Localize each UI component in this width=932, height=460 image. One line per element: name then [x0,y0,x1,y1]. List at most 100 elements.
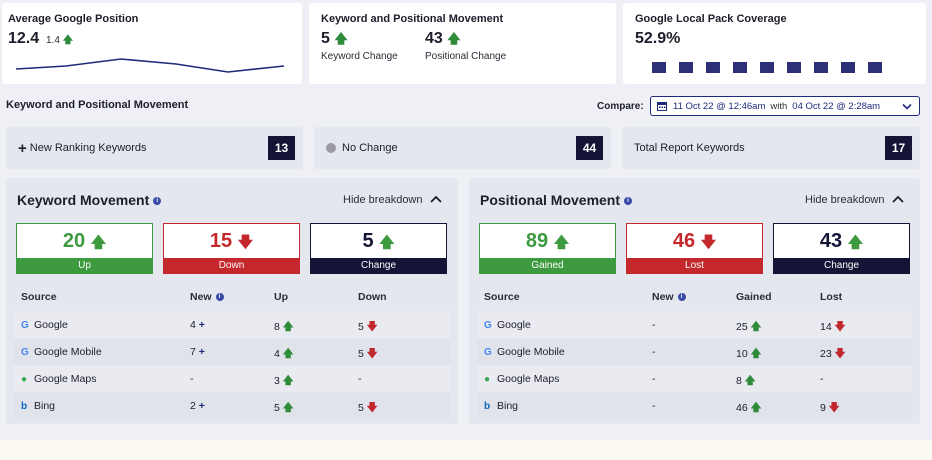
col-new: New i [652,291,686,303]
row-source-label: Bing [497,400,519,412]
coverage-bar [733,62,747,73]
row-source: G Google Mobile [21,346,102,358]
row-lost: - [820,373,824,385]
avg-position-sparkline [16,58,285,73]
keyword-up-value: 20 🡅 [17,230,152,257]
keyword-down-number: 15 [209,230,233,252]
row-down: 5 🡇 [358,319,378,337]
coverage-bar [706,62,720,73]
row-source: G Google Mobile [484,346,565,358]
compare-date-from: 11 Oct 22 @ 12:46am [673,100,766,112]
row-new: - [190,373,194,385]
down-arrow-icon: 🡇 [828,402,840,414]
table-row: G Google Mobile - 10 🡅 23 🡇 [477,338,912,365]
no-change-label: No Change [342,142,398,154]
coverage-bar [760,62,774,73]
row-source-label: Google [34,319,68,331]
row-gained-value: 8 [736,375,742,387]
up-arrow-icon: 🡅 [282,321,294,333]
row-new: - [652,373,656,385]
avg-position-delta: 1.4 🡅 [46,33,73,50]
row-lost-value: 9 [820,402,826,414]
coverage-bar [814,62,828,73]
bing-icon: b [21,401,28,412]
col-new: New i [190,291,224,303]
plus-icon: + [18,139,27,157]
up-arrow-icon: 🡅 [447,31,461,46]
dot-icon [326,143,336,153]
positional-change-number: 43 [425,30,443,47]
chevron-up-icon [429,195,442,203]
row-gained-value: 46 [736,402,748,414]
row-up: 4 🡅 [274,346,294,364]
row-up-value: 3 [274,375,280,387]
positional-movement-title-text: Positional Movement [480,192,621,208]
keyword-change-value: 5 🡅 [321,30,348,52]
chevron-up-icon [891,195,904,203]
positional-lost-label: Lost [627,258,762,273]
down-arrow-icon: 🡇 [834,348,846,360]
local-pack-value: 52.9% [635,30,681,47]
section-title: Keyword and Positional Movement [6,99,189,111]
coverage-bar [652,62,666,73]
positional-lost-number: 46 [672,230,696,252]
down-arrow-icon: 🡇 [237,234,254,251]
up-arrow-icon: 🡅 [750,348,762,360]
row-source: b Bing [21,400,55,412]
col-down: Down [358,291,387,303]
row-gained-value: 10 [736,348,748,360]
row-down-value: 5 [358,348,364,360]
kpm-summary-title: Keyword and Positional Movement [321,13,504,25]
new-ranking-keywords-label: New Ranking Keywords [29,142,147,154]
total-report-keywords-card: Total Report Keywords 17 [622,127,920,169]
up-arrow-icon: 🡅 [750,321,762,333]
table-row: G Google 4 + 8 🡅 5 🡇 [14,311,450,338]
google-maps-icon: ● [21,374,28,385]
down-arrow-icon: 🡇 [366,402,378,414]
col-source: Source [21,291,57,303]
row-source: ● Google Maps [21,373,96,385]
keyword-hide-breakdown-toggle[interactable]: Hide breakdown [343,194,442,206]
coverage-bar [787,62,801,73]
row-new-value: 7 [190,346,196,358]
row-up: 3 🡅 [274,373,294,391]
compare-date-select[interactable]: 11 Oct 22 @ 12:46am with 04 Oct 22 @ 2:2… [650,96,920,116]
down-arrow-icon: 🡇 [834,321,846,333]
row-lost: 23 🡇 [820,346,845,364]
keyword-change-metric-label: Change [311,258,446,273]
row-down: - [358,373,362,385]
info-icon[interactable]: i [677,293,686,302]
table-row: ● Google Maps - 8 🡅 - [477,365,912,392]
table-row: G Google Mobile 7 + 4 🡅 5 🡇 [14,338,450,365]
table-row: G Google - 25 🡅 14 🡇 [477,311,912,338]
positional-hide-breakdown-toggle[interactable]: Hide breakdown [805,194,904,206]
row-new: - [652,400,656,412]
positional-movement-panel: Positional Movement i Hide breakdown 89 🡅… [469,178,920,424]
col-up: Up [274,291,288,303]
keyword-change-metric: 5 🡅 Change [310,223,447,274]
keyword-up-number: 20 [62,230,86,252]
table-row: b Bing - 46 🡅 9 🡇 [477,392,912,419]
row-source-label: Google Mobile [34,346,102,358]
keyword-up-metric: 20 🡅 Up [16,223,153,274]
compare-with-label: with [770,100,788,112]
row-up-value: 4 [274,348,280,360]
positional-change-label: Positional Change [425,51,507,62]
keyword-change-number: 5 [321,30,330,47]
row-gained: 8 🡅 [736,373,756,391]
table-row: ● Google Maps - 3 🡅 - [14,365,450,392]
down-arrow-icon: 🡇 [366,348,378,360]
row-lost-value: 23 [820,348,832,360]
info-icon[interactable]: i [624,197,633,206]
positional-lost-metric: 46 🡇 Lost [626,223,763,274]
keyword-change-label: Keyword Change [321,51,398,62]
up-arrow-icon: 🡅 [744,375,756,387]
info-icon[interactable]: i [153,197,162,206]
info-icon[interactable]: i [215,293,224,302]
row-gained: 25 🡅 [736,319,761,337]
up-arrow-icon: 🡅 [334,31,348,46]
no-change-count: 44 [576,136,603,160]
up-arrow-icon: 🡅 [282,348,294,360]
keyword-down-metric: 15 🡇 Down [163,223,300,274]
row-source-label: Google [497,319,531,331]
